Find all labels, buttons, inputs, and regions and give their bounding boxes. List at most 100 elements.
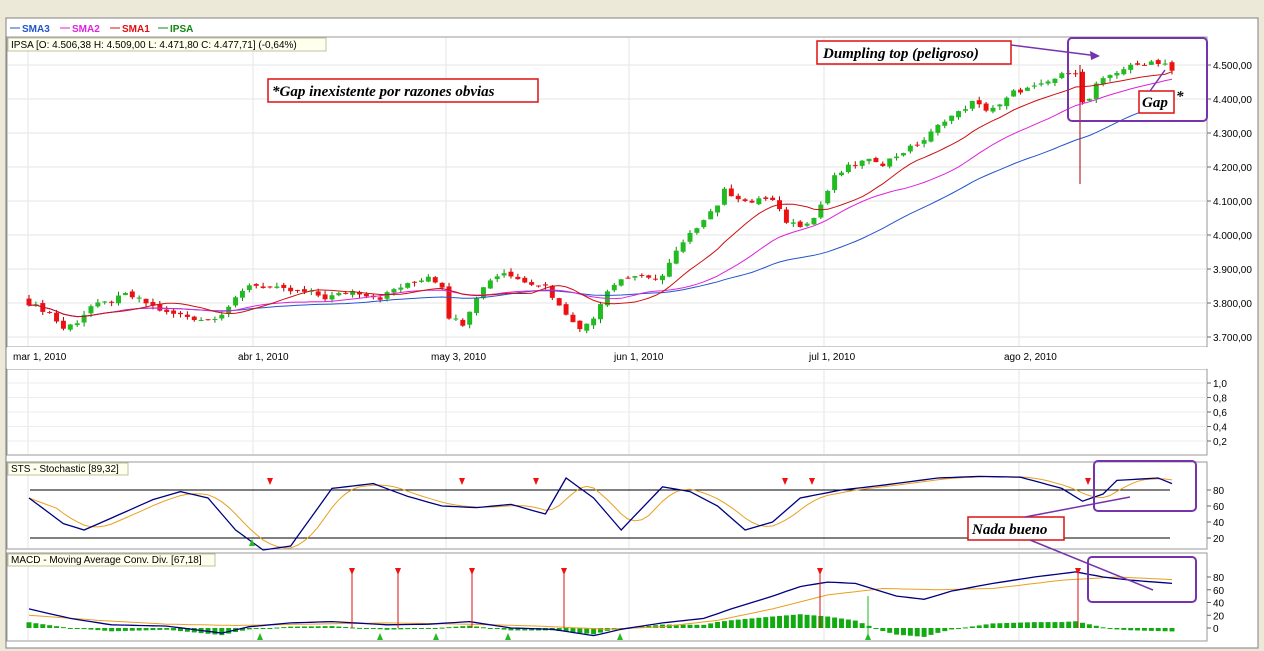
macd-histogram-bar: [742, 619, 748, 628]
candle: [666, 262, 672, 277]
macd-buy-marker: [257, 633, 263, 640]
macd-histogram-bar: [226, 628, 232, 634]
macd-histogram-bar: [501, 628, 507, 630]
macd-histogram-bar: [67, 628, 73, 629]
macd-histogram-bar: [1107, 628, 1113, 629]
macd-histogram-bar: [825, 616, 831, 628]
y-tick-label: 3.700,00: [1213, 333, 1252, 344]
candle: [301, 289, 307, 292]
macd-histogram-bar: [109, 628, 115, 632]
macd-histogram-bar: [749, 618, 755, 628]
candle: [357, 291, 362, 295]
candle: [1004, 97, 1010, 107]
candle: [343, 292, 349, 294]
candle: [494, 276, 500, 280]
macd-histogram-bar: [116, 628, 121, 632]
macd-histogram-bar: [467, 625, 473, 628]
macd-histogram-bar: [763, 617, 769, 628]
candle: [942, 121, 948, 126]
candle: [591, 318, 597, 326]
candle: [949, 115, 955, 121]
macd-histogram-bar: [584, 628, 590, 634]
macd-signal-line: [28, 576, 1173, 630]
candle: [756, 198, 762, 205]
macd-histogram-bar: [329, 626, 335, 628]
candle: [1059, 73, 1065, 78]
empty-tick-label: 0,8: [1213, 394, 1227, 405]
annotation-dumpling: Dumpling top (peligroso): [816, 40, 1100, 65]
sma2-line: [28, 78, 1173, 318]
macd-histogram-bar: [852, 620, 858, 628]
candle: [632, 276, 638, 278]
candle: [329, 295, 335, 300]
candle: [639, 274, 645, 276]
y-tick-label: 4.200,00: [1213, 163, 1252, 174]
candle: [907, 145, 913, 152]
candle: [474, 298, 480, 314]
macd-histogram-bar: [907, 628, 913, 636]
macd-histogram-bar: [790, 614, 796, 628]
candle: [350, 291, 356, 295]
candle: [233, 297, 239, 306]
candle: [171, 310, 177, 314]
candle: [1011, 90, 1017, 97]
macd-histogram-bar: [839, 618, 844, 628]
macd-histogram-bar: [935, 628, 941, 633]
candle: [1024, 87, 1030, 91]
macd-buy-marker: [377, 633, 383, 640]
macd-histogram-bar: [1093, 625, 1099, 628]
annotation-top-box: [1067, 37, 1208, 122]
macd-histogram-bar: [74, 628, 80, 629]
candle: [804, 223, 810, 226]
macd-histogram-bar: [1031, 622, 1037, 628]
candle: [887, 158, 893, 167]
candle: [467, 311, 473, 325]
macd-sell-marker: [469, 568, 475, 575]
candle: [694, 228, 700, 233]
macd-histogram-bar: [1162, 628, 1168, 632]
macd-histogram-bar: [887, 628, 893, 633]
candle: [47, 312, 53, 314]
candle: [239, 290, 245, 298]
macd-tick-label: 20: [1213, 611, 1225, 622]
candle: [136, 297, 142, 299]
macd-histogram-bar: [1038, 622, 1044, 628]
candle: [315, 291, 321, 296]
candle: [997, 104, 1003, 107]
candle: [735, 195, 741, 200]
macd-histogram-bar: [563, 628, 569, 632]
candle: [460, 319, 466, 326]
candle: [1162, 63, 1168, 65]
stoch-tick-label: 20: [1213, 534, 1225, 545]
macd-histogram-bar: [962, 627, 968, 629]
candle: [1045, 81, 1051, 84]
candle: [715, 205, 721, 213]
stochastic-title: STS - Stochastic [89,32]: [11, 464, 119, 475]
candle: [377, 297, 383, 300]
stoch-k-line: [28, 475, 1173, 551]
macd-histogram-bar: [866, 625, 872, 628]
macd-histogram-bar: [1073, 621, 1079, 628]
candle: [673, 250, 679, 264]
macd-histogram-bar: [956, 628, 962, 629]
macd-histogram-bar: [1004, 622, 1010, 628]
candle: [1018, 89, 1023, 93]
macd-histogram-bar: [143, 628, 149, 631]
macd-histogram-bar: [494, 628, 500, 629]
candle: [646, 275, 652, 278]
candle: [1052, 78, 1058, 83]
candle: [873, 158, 879, 163]
empty-tick-label: 0,6: [1213, 408, 1227, 419]
candle: [501, 273, 507, 276]
macd-histogram-bar: [873, 628, 879, 629]
candle: [439, 282, 445, 288]
candle: [446, 286, 452, 319]
candle: [570, 314, 576, 323]
macd-histogram-bar: [308, 626, 314, 628]
price-info: IPSA [O: 4.506,38 H: 4.509,00 L: 4.471,8…: [11, 40, 297, 51]
macd-histogram-bar: [577, 628, 583, 633]
candle: [432, 277, 438, 283]
macd-title: MACD - Moving Average Conv. Div. [67,18]: [11, 555, 202, 566]
empty-tick-label: 0,4: [1213, 423, 1227, 434]
candle: [969, 100, 975, 109]
